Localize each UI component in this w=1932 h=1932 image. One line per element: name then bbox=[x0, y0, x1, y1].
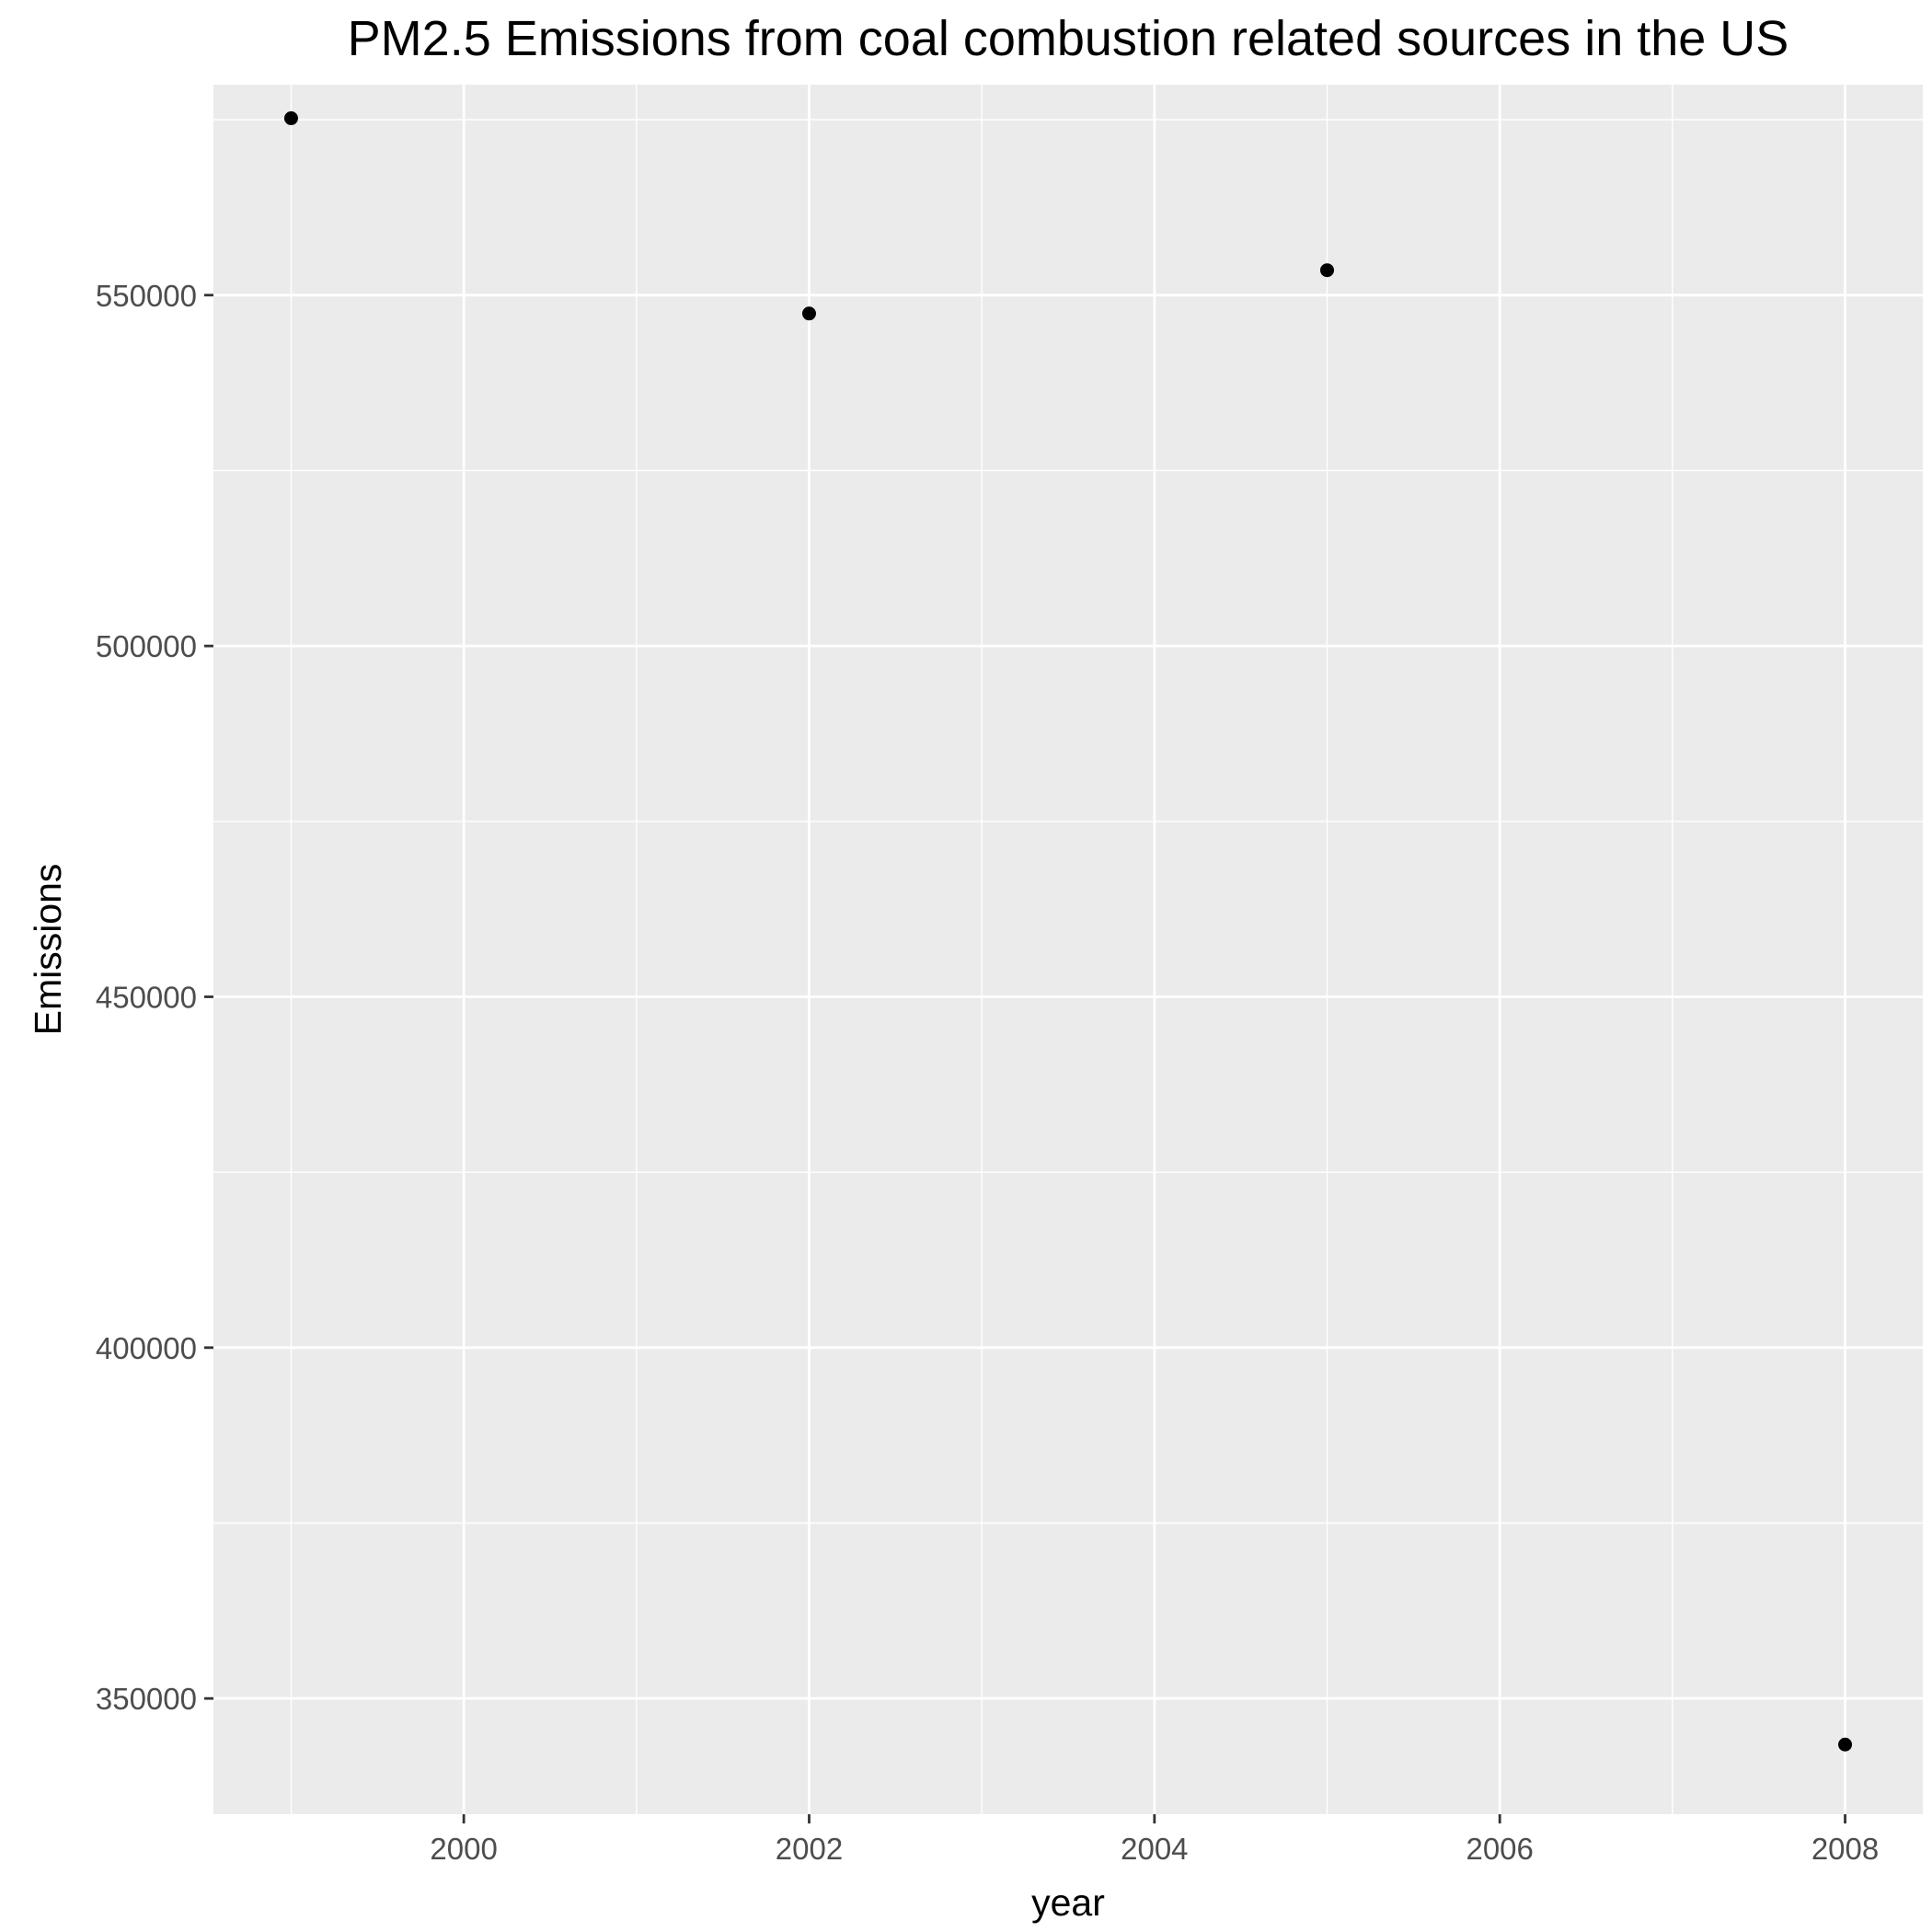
data-point bbox=[283, 111, 298, 126]
data-point bbox=[1838, 1737, 1853, 1752]
x-axis-title: year bbox=[1031, 1881, 1105, 1924]
x-tick-label: 2006 bbox=[1466, 1832, 1533, 1866]
major-gridlines bbox=[213, 85, 1923, 1814]
minor-gridlines bbox=[213, 85, 1923, 1814]
x-tick-label: 2000 bbox=[430, 1832, 497, 1866]
y-tick-label: 450000 bbox=[96, 980, 197, 1014]
axis-ticks bbox=[204, 293, 1846, 1823]
plot-panel bbox=[213, 85, 1923, 1814]
chart-title: PM2.5 Emissions from coal combustion rel… bbox=[348, 11, 1789, 66]
data-points bbox=[283, 111, 1853, 1752]
y-axis-title: Emissions bbox=[27, 864, 69, 1036]
x-tick-label: 2004 bbox=[1121, 1832, 1188, 1866]
y-tick-label: 350000 bbox=[96, 1682, 197, 1716]
data-point bbox=[801, 306, 816, 321]
y-tick-label: 550000 bbox=[96, 279, 197, 313]
y-tick-label: 400000 bbox=[96, 1331, 197, 1365]
x-tick-label: 2002 bbox=[776, 1832, 843, 1866]
tick-labels: 2000 2002 2004 2006 2008 350000 400000 450000 50… bbox=[96, 279, 1879, 1866]
y-tick-label: 500000 bbox=[96, 629, 197, 663]
data-point bbox=[1320, 263, 1335, 278]
x-tick-label: 2008 bbox=[1811, 1832, 1879, 1866]
